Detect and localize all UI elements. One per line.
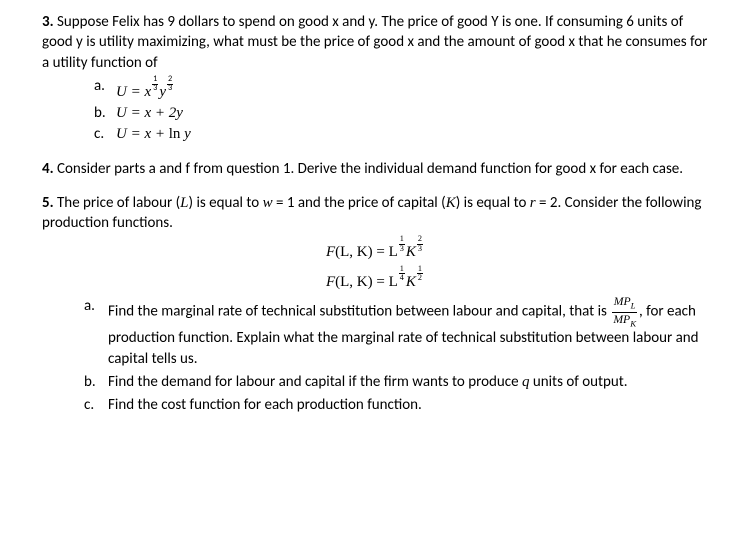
q5-part-b: b. Find the demand for labour and capita… [84, 372, 708, 392]
q3-number: 3. [42, 13, 54, 31]
q3-sublist: a. U = x13y23 b. U = x + 2y c. U = x + l… [94, 76, 708, 145]
q5-part-c: c. Find the cost function for each produ… [84, 395, 708, 415]
q3a-eq: U = x13y23 [116, 76, 174, 102]
q4-number: 4. [42, 160, 54, 178]
q4-body: Consider parts a and f from question 1. … [54, 160, 683, 178]
mrts-fraction: MPL MPK [612, 296, 637, 328]
q5b-marker: b. [84, 372, 108, 392]
q3b-eq: U = x + 2y [116, 103, 183, 123]
q3a-marker: a. [94, 76, 116, 102]
q3b-marker: b. [94, 103, 116, 123]
q3-body: Suppose Felix has 9 dollars to spend on … [42, 13, 707, 72]
q3-item-a: a. U = x13y23 [94, 76, 708, 102]
q5-sublist: a. Find the marginal rate of technical s… [84, 296, 708, 415]
q5-fn1: F(L, K) = L13K23 [42, 235, 708, 262]
q5a-body: Find the marginal rate of technical subs… [108, 296, 708, 369]
q3-item-b: b. U = x + 2y [94, 103, 708, 123]
question-4: 4. Consider parts a and f from question … [42, 159, 708, 179]
q5c-body: Find the cost function for each producti… [108, 395, 708, 415]
q3c-marker: c. [94, 124, 116, 144]
q5-number: 5. [42, 194, 54, 212]
q3c-eq: U = x + ln y [116, 124, 191, 144]
q5c-marker: c. [84, 395, 108, 415]
q5-part-a: a. Find the marginal rate of technical s… [84, 296, 708, 369]
question-5: 5. The price of labour (L) is equal to w… [42, 193, 708, 415]
q5-fn2: F(L, K) = L14K12 [42, 265, 708, 292]
q5b-body: Find the demand for labour and capital i… [108, 372, 708, 392]
question-3: 3. Suppose Felix has 9 dollars to spend … [42, 12, 708, 145]
q5-intro: 5. The price of labour (L) is equal to w… [42, 193, 708, 234]
q3-item-c: c. U = x + ln y [94, 124, 708, 144]
q5a-marker: a. [84, 296, 108, 369]
